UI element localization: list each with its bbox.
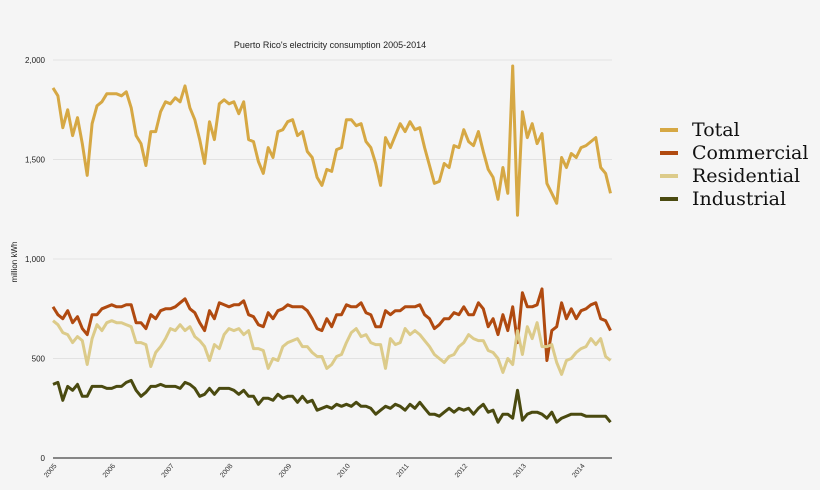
legend-label-industrial: Industrial xyxy=(692,187,787,210)
y-tick-label: 500 xyxy=(32,355,46,364)
x-tick-label: 2009 xyxy=(278,463,293,480)
gridlines xyxy=(53,59,612,459)
y-tick-label: 1,000 xyxy=(25,255,46,264)
x-tick-label: 2011 xyxy=(396,463,411,479)
series-lines xyxy=(51,64,612,424)
series-line-commercial xyxy=(51,287,612,362)
y-tick-label: 1,500 xyxy=(25,156,46,165)
series-line-residential xyxy=(52,319,612,376)
x-tick-label: 2012 xyxy=(454,463,469,480)
legend-item-residential: Residential xyxy=(660,164,808,187)
legend-swatch-industrial xyxy=(660,196,678,201)
legend-item-total: Total xyxy=(660,118,808,141)
chart-title: Puerto Rico's electricity consumption 20… xyxy=(234,40,426,50)
y-tick-label: 2,000 xyxy=(25,56,46,65)
x-tick-label: 2013 xyxy=(513,463,528,480)
x-tick-label: 2007 xyxy=(161,463,176,480)
legend-swatch-total xyxy=(660,127,678,132)
x-tick-label: 2008 xyxy=(219,463,234,480)
x-tick-label: 2010 xyxy=(337,463,352,480)
legend-item-industrial: Industrial xyxy=(660,187,808,210)
series-line-total xyxy=(51,64,612,217)
legend-item-commercial: Commercial xyxy=(660,141,808,164)
legend: Total Commercial Residential Industrial xyxy=(660,118,808,210)
series-line-industrial xyxy=(52,378,612,424)
y-axis-ticks: 0 500 1,000 1,500 2,000 xyxy=(25,56,46,463)
x-axis-ticks: 2005 2006 2007 2008 2009 2010 2011 2012 2013 2014 xyxy=(43,463,587,480)
legend-swatch-residential xyxy=(660,173,678,178)
legend-label-commercial: Commercial xyxy=(692,141,809,164)
y-axis-label: million kWh xyxy=(10,242,19,283)
x-tick-label: 2014 xyxy=(571,463,586,480)
y-tick-label: 0 xyxy=(41,454,46,463)
legend-label-total: Total xyxy=(692,118,740,141)
legend-swatch-commercial xyxy=(660,150,678,155)
x-tick-label: 2006 xyxy=(102,463,117,480)
legend-label-residential: Residential xyxy=(692,164,801,187)
x-tick-label: 2005 xyxy=(43,463,58,480)
